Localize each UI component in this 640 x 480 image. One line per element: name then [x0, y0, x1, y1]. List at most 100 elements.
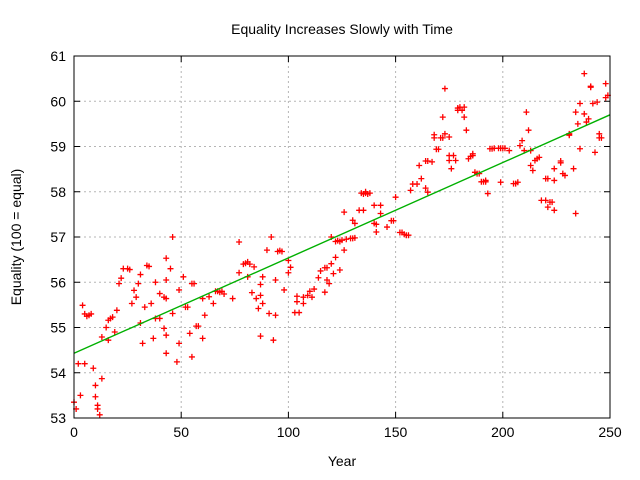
scatter-point — [349, 217, 356, 224]
scatter-point — [259, 300, 266, 307]
scatter-point — [253, 295, 260, 302]
scatter-point — [152, 279, 159, 286]
scatter-point — [330, 270, 337, 277]
scatter-point — [544, 175, 551, 182]
y-axis-title: Equality (100 = equal) — [8, 168, 24, 306]
scatter-point — [469, 152, 476, 159]
scatter-point — [461, 104, 468, 111]
scatter-point — [169, 234, 176, 240]
scatter-point — [184, 304, 191, 311]
scatter-point — [424, 189, 431, 196]
scatter-point — [328, 260, 335, 267]
scatter-point — [506, 147, 513, 154]
scatter-point — [304, 292, 311, 299]
scatter-point — [392, 194, 399, 201]
scatter-point — [484, 190, 491, 197]
scatter-point — [516, 142, 523, 149]
scatter-point — [459, 107, 466, 114]
scatter-point — [109, 314, 116, 321]
scatter-point — [570, 165, 577, 172]
scatter-point — [351, 220, 358, 227]
x-tick-label: 250 — [598, 424, 622, 440]
scatter-point — [446, 133, 453, 140]
scatter-point — [448, 165, 455, 172]
scatter-point — [461, 114, 468, 121]
scatter-point — [439, 134, 446, 141]
scatter-point — [572, 109, 579, 116]
scatter-point — [339, 237, 345, 244]
scatter-point — [169, 310, 176, 317]
scatter-point — [581, 70, 588, 77]
scatter-point — [551, 207, 558, 214]
scatter-point — [296, 309, 303, 316]
scatter-point — [118, 275, 125, 282]
scatter-point — [98, 375, 105, 382]
scatter-point — [321, 289, 328, 296]
scatter-point — [594, 99, 601, 106]
scatter-point — [519, 137, 526, 144]
scatter-point — [133, 294, 140, 301]
scatter-point — [161, 325, 168, 332]
scatter-point — [268, 234, 275, 240]
trend-line — [73, 114, 611, 354]
scatter-point — [585, 115, 592, 122]
scatter-point — [407, 187, 414, 194]
scatter-point — [343, 236, 350, 243]
scatter-point — [116, 280, 123, 287]
scatter-point — [373, 229, 380, 236]
scatter-point — [589, 100, 596, 107]
scatter-point — [341, 209, 348, 216]
scatter-point — [405, 232, 412, 239]
scatter-point — [431, 134, 438, 141]
scatter-point — [441, 130, 448, 137]
scatter-point — [561, 172, 568, 179]
y-tick-label: 56 — [50, 274, 66, 290]
scatter-point — [272, 312, 279, 319]
scatter-point — [139, 340, 146, 347]
scatter-point — [180, 273, 187, 280]
y-tick-label: 54 — [50, 365, 66, 381]
scatter-point — [523, 109, 530, 116]
scatter-point — [576, 145, 583, 152]
scatter-point — [377, 202, 384, 209]
scatter-point — [293, 298, 300, 305]
y-tick-label: 55 — [50, 320, 66, 336]
scatter-point — [360, 207, 367, 214]
y-tick-label: 58 — [50, 184, 66, 200]
scatter-point — [602, 80, 609, 87]
scatter-point — [96, 411, 103, 418]
x-tick-label: 200 — [491, 424, 515, 440]
scatter-point — [195, 323, 202, 330]
scatter-point — [188, 353, 195, 360]
scatter-point — [422, 185, 429, 192]
scatter-point — [206, 293, 213, 300]
scatter-point — [377, 210, 384, 217]
scatter-point — [317, 267, 324, 274]
scatter-point — [272, 276, 279, 283]
scatter-point — [287, 264, 294, 271]
scatter-point — [366, 190, 373, 197]
scatter-point — [186, 330, 193, 337]
scatter-point — [259, 273, 266, 280]
scatter-point — [551, 165, 558, 172]
scatter-point — [79, 302, 86, 309]
scatter-point — [549, 199, 556, 206]
scatter-point — [542, 197, 549, 204]
scatter-point — [557, 159, 564, 166]
scatter-point — [163, 255, 170, 262]
scatter-point — [285, 269, 292, 276]
scatter-point — [414, 181, 421, 188]
chart-title: Equality Increases Slowly with Time — [231, 21, 453, 37]
scatter-point — [81, 360, 88, 367]
scatter-point — [572, 210, 579, 217]
scatter-point — [536, 154, 543, 161]
scatter-point — [148, 300, 155, 307]
y-tick-label: 61 — [50, 48, 66, 64]
scatter-point — [429, 158, 436, 165]
scatter-point — [315, 274, 322, 281]
scatter-point — [163, 295, 170, 302]
scatter-point — [306, 288, 313, 295]
scatter-point — [598, 134, 605, 141]
scatter-point — [92, 393, 99, 400]
scatter-point — [137, 271, 144, 278]
